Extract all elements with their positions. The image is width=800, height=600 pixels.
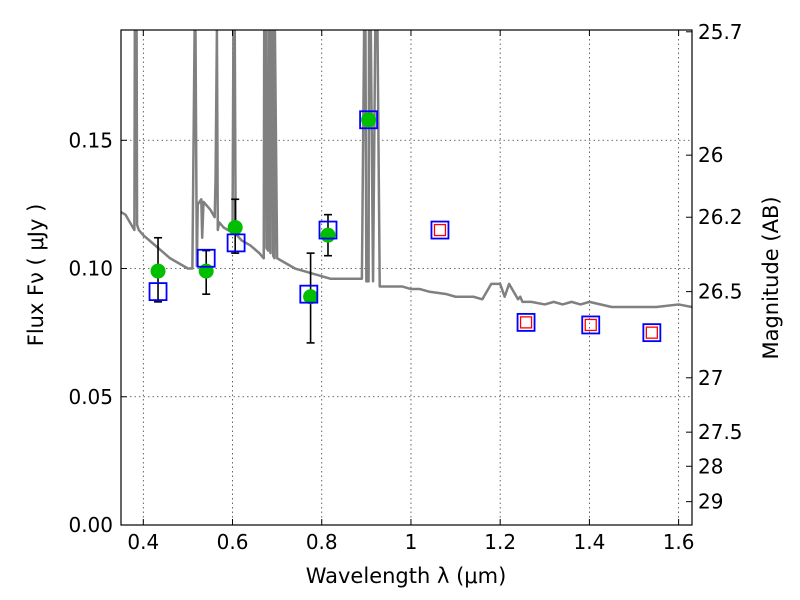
y-tick-label: 0.15 [68, 128, 113, 152]
upper-limit-point [519, 316, 533, 329]
model-photometry-point [226, 233, 246, 253]
model-photometry-point [516, 312, 536, 332]
x-tick-label: 1.4 [573, 530, 605, 554]
x-axis-label: Wavelength λ (μm) [306, 564, 507, 588]
labels-layer: Wavelength λ (μm) Flux Fν ( μJy ) Magnit… [24, 196, 783, 588]
model-photometry-point [299, 284, 319, 304]
plot-frame [120, 29, 693, 526]
observed-point [227, 219, 243, 235]
observed-point [303, 289, 319, 305]
marker-layer [148, 110, 662, 344]
upper-limit-point [433, 223, 447, 237]
y-tick-label: 0.10 [68, 257, 113, 281]
mag-tick-label: 27.5 [698, 420, 743, 444]
axes-layer: 0.4 0.6 0.8 1 1.2 1.4 1.6 0.00 0.05 0.10 0.15 25.7 2… [68, 20, 742, 554]
y-tick-label: 0.00 [68, 513, 113, 537]
y-tick-label: 0.05 [68, 385, 113, 409]
observed-point [198, 263, 214, 279]
x-tick-label: 1.6 [663, 530, 695, 554]
y-axis-label: Flux Fν ( μJy ) [24, 204, 48, 347]
observed-point [320, 227, 336, 243]
mag-tick-label: 26.5 [698, 280, 743, 304]
observed-point [361, 112, 377, 128]
model-photometry-point [148, 282, 168, 302]
model-photometry-point [430, 220, 450, 240]
x-axis-label-text: Wavelength λ (μm) [306, 564, 507, 588]
mag-tick-label: 25.7 [698, 20, 743, 44]
mag-tick-label: 29 [698, 490, 723, 514]
x-tick-label: 0.6 [217, 530, 249, 554]
mag-tick-label: 27 [698, 366, 723, 390]
mag-tick-label: 26 [698, 143, 723, 167]
upper-limit-point [584, 318, 597, 332]
x-tick-label: 0.8 [306, 530, 338, 554]
x-tick-label: 1 [405, 530, 418, 554]
x-tick-label: 0.4 [127, 530, 159, 554]
x-tick-label: 1.2 [484, 530, 516, 554]
upper-limit-point [645, 326, 659, 339]
model-photometry-point [642, 323, 662, 343]
model-photometry-point [359, 110, 378, 130]
observed-point [150, 263, 166, 279]
model-photometry-point [318, 220, 338, 240]
mag-tick-label: 26.2 [698, 205, 743, 229]
model-photometry-point [581, 315, 601, 335]
mag-tick-label: 28 [698, 454, 723, 478]
model-photometry-point [196, 248, 216, 268]
y2-axis-label: Magnitude (AB) [759, 196, 783, 359]
